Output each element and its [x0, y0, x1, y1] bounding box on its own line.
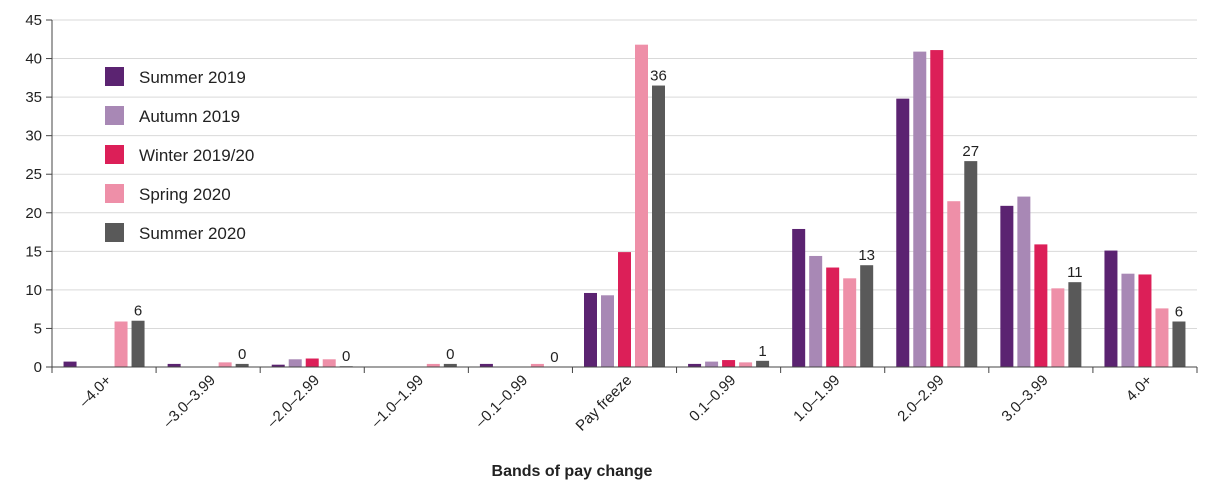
bar	[688, 363, 702, 367]
bar	[322, 359, 336, 367]
y-tick-label: 45	[25, 12, 42, 29]
bar	[947, 201, 961, 367]
legend-label: Autumn 2019	[139, 107, 240, 126]
data-label: 0	[238, 346, 246, 363]
legend-swatch	[105, 106, 124, 125]
y-tick-label: 5	[34, 320, 42, 337]
bar	[584, 292, 597, 367]
bars	[63, 44, 1186, 368]
legend-label: Spring 2020	[139, 185, 231, 204]
y-tick-label: 10	[25, 282, 42, 299]
bar	[635, 44, 648, 367]
x-axis-title: Bands of pay change	[492, 463, 653, 480]
x-tick-label: 4.0+	[1123, 372, 1156, 405]
bar	[530, 363, 544, 367]
y-axis-ticks: 0 5 10 15 20 25 30 35 40 45	[25, 12, 42, 376]
bar	[1000, 205, 1014, 367]
x-tick-label: –4.0+	[76, 372, 115, 411]
y-tick-label: 15	[25, 243, 42, 260]
bar	[601, 295, 614, 367]
data-labels: 6 0 0 0 0 36 1 13 27 11 6	[134, 68, 1183, 366]
bar	[1104, 250, 1118, 367]
bar	[809, 255, 823, 367]
y-tick-label: 30	[25, 128, 42, 145]
x-tick-label: –1.0–1.99	[368, 372, 427, 431]
bar	[826, 267, 840, 367]
legend-swatch	[105, 184, 124, 203]
data-label: 6	[134, 303, 142, 320]
y-tick-label: 40	[25, 51, 42, 68]
y-tick-label: 0	[34, 359, 42, 376]
legend-label: Winter 2019/20	[139, 146, 254, 165]
y-tick-label: 35	[25, 89, 42, 106]
legend-swatch	[105, 145, 124, 164]
bar	[652, 85, 665, 368]
legend: Summer 2019 Autumn 2019 Winter 2019/20 Spri…	[105, 67, 254, 243]
x-tick-label: Pay freeze	[573, 372, 636, 435]
bar	[930, 50, 944, 367]
legend-swatch	[105, 223, 124, 242]
bar	[1138, 274, 1152, 367]
bar	[618, 252, 631, 367]
data-label: 0	[342, 348, 350, 365]
bar	[63, 361, 77, 367]
bar	[479, 363, 493, 367]
data-label: 0	[550, 349, 558, 366]
bar	[843, 278, 857, 367]
bar	[913, 51, 927, 368]
y-tick-label: 20	[25, 205, 42, 222]
bar	[860, 265, 874, 367]
bar	[305, 358, 319, 367]
x-tick-label: –3.0–3.99	[160, 372, 219, 431]
data-label: 36	[650, 68, 667, 85]
bar	[426, 363, 440, 367]
data-label: 0	[446, 346, 454, 363]
x-tick-label: –0.1–0.99	[472, 372, 531, 431]
legend-swatch	[105, 67, 124, 86]
bar	[1017, 196, 1031, 367]
axes	[46, 19, 1198, 373]
y-tick-label: 25	[25, 166, 42, 183]
bar	[792, 228, 806, 367]
bar	[167, 363, 181, 367]
bar	[443, 363, 457, 367]
data-label: 1	[758, 343, 766, 360]
bar	[1155, 308, 1169, 367]
data-label: 11	[1067, 264, 1083, 281]
x-tick-label: –2.0–2.99	[264, 372, 323, 431]
bar	[1172, 321, 1186, 367]
bar	[271, 364, 285, 367]
bar	[235, 363, 249, 367]
x-tick-label: 1.0–1.99	[790, 372, 843, 425]
legend-label: Summer 2019	[139, 68, 246, 87]
x-tick-label: 3.0–3.99	[998, 372, 1051, 425]
gridlines	[52, 19, 1197, 329]
bar	[131, 320, 145, 367]
bar	[896, 98, 910, 368]
bar	[1034, 244, 1048, 367]
bar	[1068, 282, 1082, 367]
x-tick-label: 2.0–2.99	[894, 372, 947, 425]
data-label: 27	[962, 143, 979, 160]
bar	[756, 360, 770, 367]
data-label: 6	[1175, 304, 1183, 321]
x-tick-label: 0.1–0.99	[686, 372, 739, 425]
bar	[722, 360, 736, 367]
legend-label: Summer 2020	[139, 224, 246, 243]
x-axis-ticks: –4.0+ –3.0–3.99 –2.0–2.99 –1.0–1.99 –0.1–0.9…	[76, 372, 1156, 435]
bar	[1051, 288, 1065, 367]
data-label: 13	[858, 247, 875, 264]
bar	[288, 359, 302, 367]
bar	[114, 321, 128, 367]
bar	[739, 362, 753, 367]
bar	[1121, 273, 1135, 367]
bar	[218, 362, 232, 367]
bar	[705, 361, 719, 367]
bar	[964, 161, 978, 367]
